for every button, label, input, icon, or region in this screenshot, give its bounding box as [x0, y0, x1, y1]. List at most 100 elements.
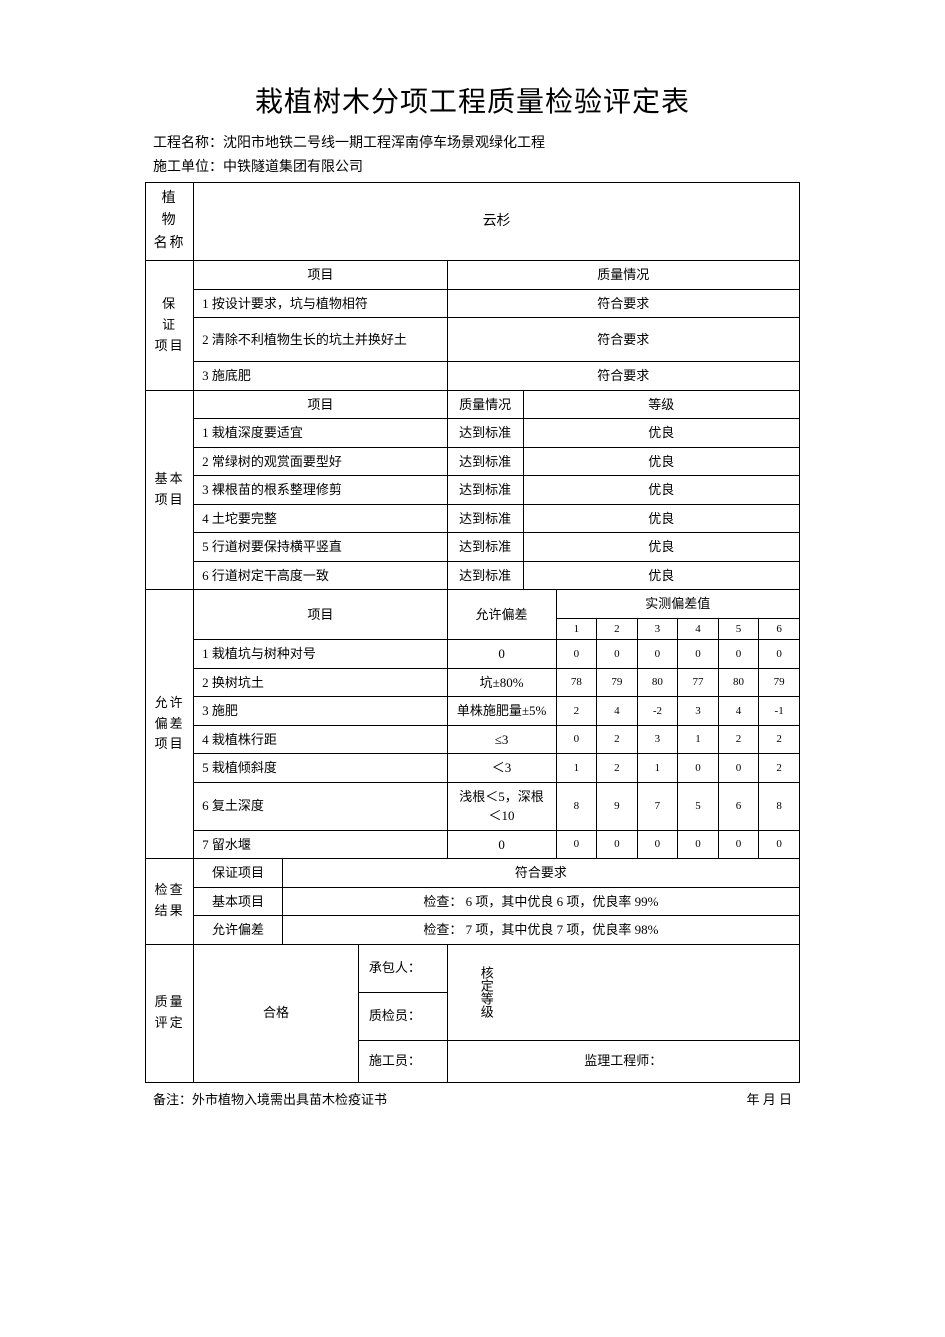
- guarantee-section-l1: 保 证: [162, 296, 177, 332]
- tol-val: 0: [637, 640, 678, 669]
- basic-row-4: 4 土坨要完整达到标准优良: [146, 504, 800, 533]
- tol-val: 8: [759, 782, 800, 830]
- basic-grade: 优良: [523, 504, 799, 533]
- tol-val: 80: [637, 668, 678, 697]
- tol-val: 0: [678, 830, 719, 859]
- tolerance-item: 7 留水堰: [194, 830, 447, 859]
- tol-val: 9: [597, 782, 638, 830]
- result-text-2: 检查： 6 项，其中优良 6 项，优良率 99%: [282, 887, 799, 916]
- basic-status: 达到标准: [447, 447, 523, 476]
- basic-header-status: 质量情况: [447, 390, 523, 419]
- result-row-2: 基本项目 检查： 6 项，其中优良 6 项，优良率 99%: [146, 887, 800, 916]
- basic-item: 5 行道树要保持横平竖直: [194, 533, 447, 562]
- result-row-1: 检查 结果 保证项目 符合要求: [146, 859, 800, 888]
- tolerance-allow: 0: [447, 640, 556, 669]
- plant-label: 植 物 名称: [146, 183, 194, 261]
- plant-name: 云杉: [194, 183, 800, 261]
- tolerance-col-3: 3: [637, 618, 678, 640]
- tol-val: 0: [759, 640, 800, 669]
- tolerance-allow: 浅根＜5，深根＜10: [447, 782, 556, 830]
- tolerance-row-4: 4 栽植株行距≤3023122: [146, 725, 800, 754]
- project-name: 沈阳市地铁二号线一期工程浑南停车场景观绿化工程: [223, 136, 545, 151]
- tolerance-row-1: 1 栽植坑与树种对号0000000: [146, 640, 800, 669]
- guarantee-item-2: 2 清除不利植物生长的坑土并换好土: [194, 318, 447, 362]
- tolerance-row-2: 2 换树坑土坑±80%787980778079: [146, 668, 800, 697]
- tol-val: 3: [678, 697, 719, 726]
- tol-val: 1: [678, 725, 719, 754]
- footer-date: 年 月 日: [746, 1089, 792, 1108]
- tol-val: 77: [678, 668, 719, 697]
- tol-val: 0: [556, 725, 597, 754]
- tolerance-col-1: 1: [556, 618, 597, 640]
- evaluation-row-1: 质量 评定 合格 承包人： 核定等级: [146, 944, 800, 992]
- tol-val: 8: [556, 782, 597, 830]
- tol-val: 4: [597, 697, 638, 726]
- basic-row-5: 5 行道树要保持横平竖直达到标准优良: [146, 533, 800, 562]
- guarantee-header-item: 项目: [194, 261, 447, 290]
- tol-val: 3: [637, 725, 678, 754]
- basic-status: 达到标准: [447, 419, 523, 448]
- tolerance-row-7: 7 留水堰0000000: [146, 830, 800, 859]
- guarantee-item-1: 1 按设计要求，坑与植物相符: [194, 289, 447, 318]
- basic-header-grade: 等级: [523, 390, 799, 419]
- evaluation-table: 植 物 名称 云杉 保 证 项目 项目 质量情况 1 按设计要求，坑与植物相符 …: [145, 182, 800, 1083]
- guarantee-row-3: 3 施底肥 符合要求: [146, 362, 800, 391]
- basic-grade: 优良: [523, 476, 799, 505]
- guarantee-item-3: 3 施底肥: [194, 362, 447, 391]
- approval-l2: 定: [479, 979, 494, 992]
- tol-val: 0: [678, 640, 719, 669]
- result-label-2: 基本项目: [194, 887, 283, 916]
- guarantee-section-label: 保 证 项目: [146, 261, 194, 391]
- basic-grade: 优良: [523, 419, 799, 448]
- tol-val: 2: [556, 697, 597, 726]
- project-line: 工程名称：沈阳市地铁二号线一期工程浑南停车场景观绿化工程: [145, 132, 800, 152]
- result-section-l2: 结果: [155, 903, 185, 918]
- basic-row-3: 3 裸根苗的根系整理修剪达到标准优良: [146, 476, 800, 505]
- tolerance-col-5: 5: [718, 618, 759, 640]
- guarantee-header-status: 质量情况: [447, 261, 799, 290]
- basic-status: 达到标准: [447, 504, 523, 533]
- tolerance-row-6: 6 复土深度浅根＜5，深根＜10897568: [146, 782, 800, 830]
- tolerance-header-measured: 实测偏差值: [556, 590, 799, 619]
- tol-val: 0: [718, 830, 759, 859]
- tolerance-allow: 单株施肥量±5%: [447, 697, 556, 726]
- guarantee-status-1: 符合要求: [447, 289, 799, 318]
- tolerance-item: 4 栽植株行距: [194, 725, 447, 754]
- tol-val: 2: [759, 754, 800, 783]
- basic-row-6: 6 行道树定干高度一致达到标准优良: [146, 561, 800, 590]
- plant-row: 植 物 名称 云杉: [146, 183, 800, 261]
- tol-val: 5: [678, 782, 719, 830]
- tolerance-item: 2 换树坑土: [194, 668, 447, 697]
- guarantee-row-1: 1 按设计要求，坑与植物相符 符合要求: [146, 289, 800, 318]
- result-section-label: 检查 结果: [146, 859, 194, 945]
- tol-val: 0: [597, 640, 638, 669]
- footer-note-text: 备注：外市植物入境需出具苗木检疫证书: [153, 1089, 387, 1108]
- tol-val: 0: [718, 640, 759, 669]
- plant-label-l1: 植 物: [162, 191, 178, 228]
- evaluation-verdict: 合格: [194, 944, 359, 1082]
- signature-construction: 施工员：: [358, 1040, 447, 1082]
- tolerance-row-3: 3 施肥单株施肥量±5%24-234-1: [146, 697, 800, 726]
- tol-val: 0: [556, 830, 597, 859]
- tol-val: 6: [718, 782, 759, 830]
- tol-val: 0: [718, 754, 759, 783]
- result-section-l1: 检查: [155, 882, 185, 897]
- footer: 备注：外市植物入境需出具苗木检疫证书 年 月 日: [145, 1089, 800, 1108]
- tolerance-col-2: 2: [597, 618, 638, 640]
- tolerance-item: 6 复土深度: [194, 782, 447, 830]
- approval-l1: 核: [479, 966, 494, 979]
- tolerance-col-6: 6: [759, 618, 800, 640]
- tol-val: 0: [597, 830, 638, 859]
- guarantee-status-3: 符合要求: [447, 362, 799, 391]
- basic-status: 达到标准: [447, 476, 523, 505]
- basic-item: 6 行道树定干高度一致: [194, 561, 447, 590]
- project-label: 工程名称：: [153, 136, 223, 151]
- basic-grade: 优良: [523, 533, 799, 562]
- tol-val: -1: [759, 697, 800, 726]
- basic-item: 4 土坨要完整: [194, 504, 447, 533]
- tol-val: 2: [718, 725, 759, 754]
- tolerance-section-l3: 项目: [155, 736, 185, 751]
- basic-item: 2 常绿树的观赏面要型好: [194, 447, 447, 476]
- tolerance-col-4: 4: [678, 618, 719, 640]
- tolerance-section-l1: 允许: [155, 695, 185, 710]
